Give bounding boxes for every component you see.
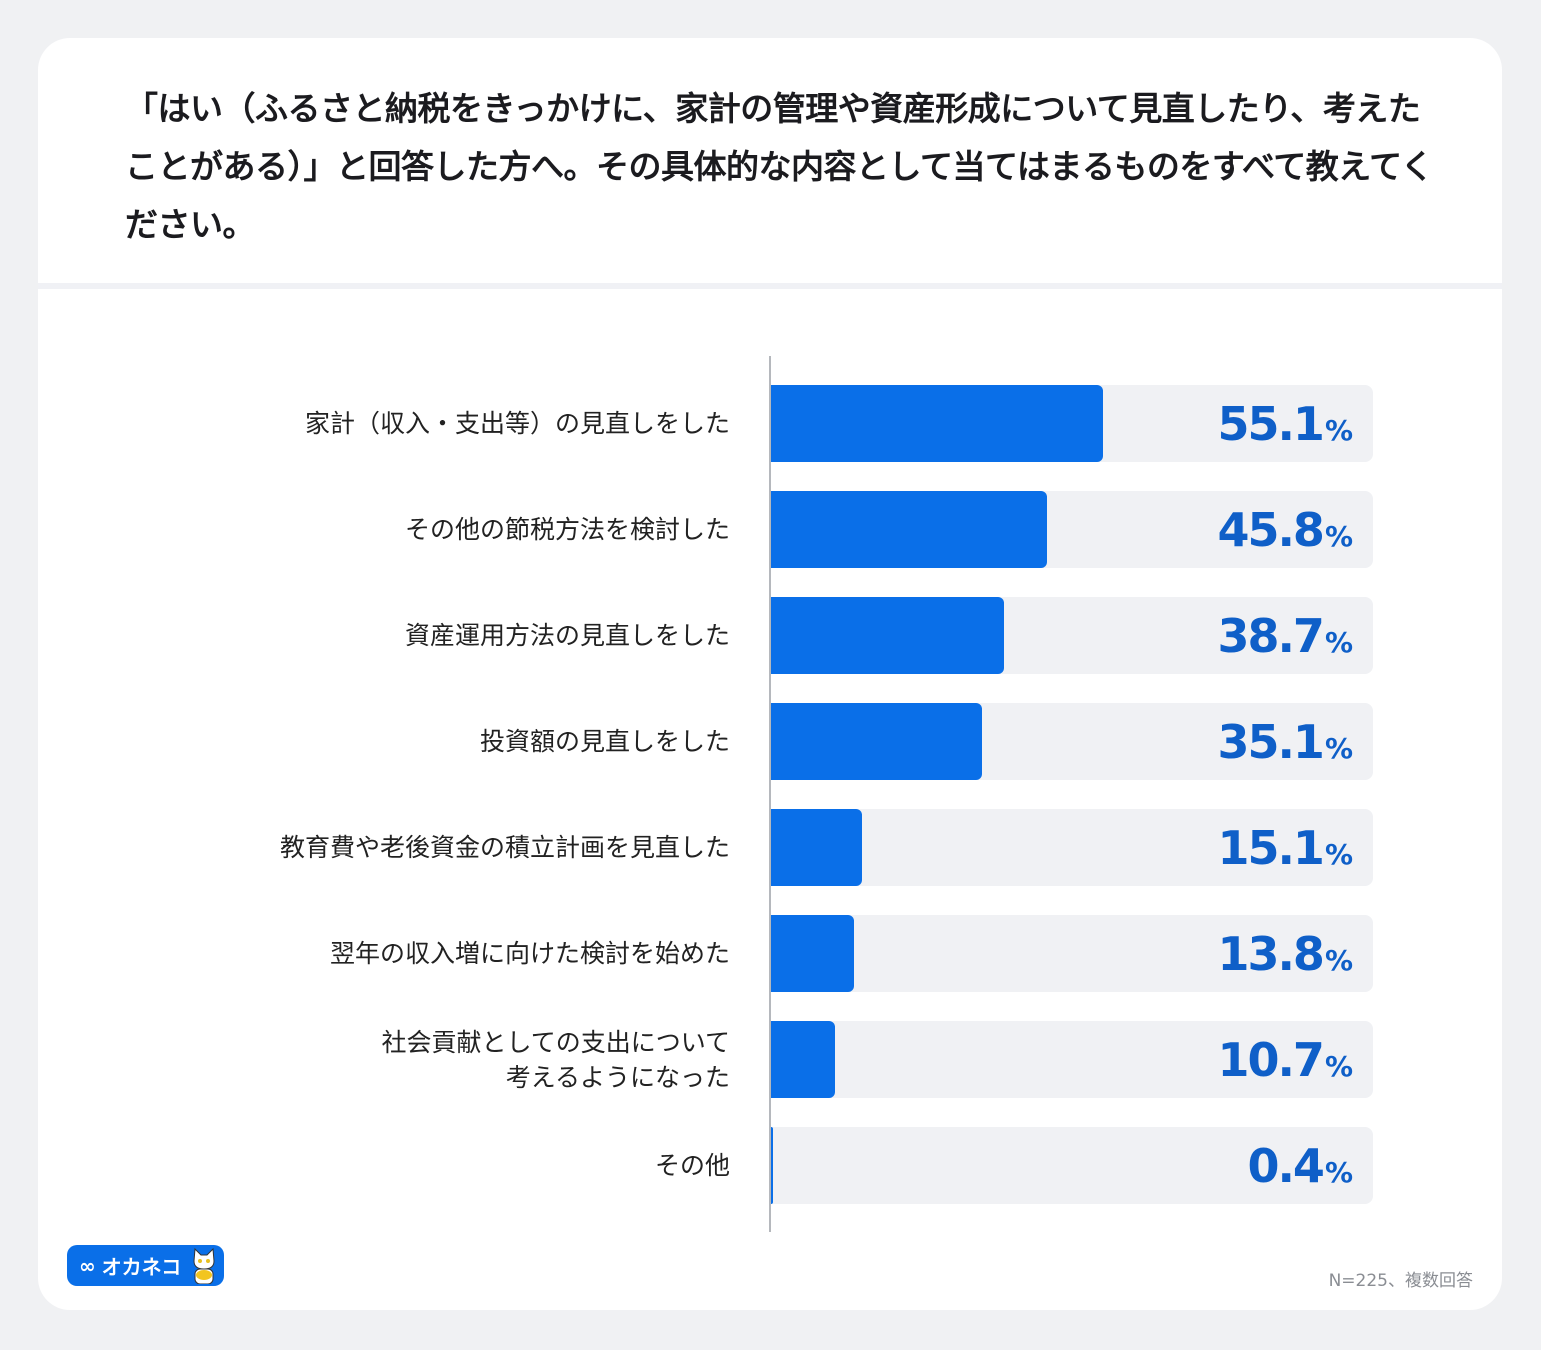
category-label: 教育費や老後資金の積立計画を見直した: [280, 809, 730, 886]
value-label: 55.1%: [1217, 385, 1353, 462]
category-label-line: 家計（収入・支出等）の見直しをした: [304, 409, 730, 438]
bar-track: 55.1%: [771, 385, 1373, 462]
value-label: 10.7%: [1217, 1021, 1353, 1098]
value-number: 38.7: [1217, 608, 1324, 663]
bar: [771, 1021, 836, 1098]
bar-track: 0.4%: [771, 1127, 1373, 1204]
category-label-line: 教育費や老後資金の積立計画を見直した: [279, 833, 730, 862]
category-label: 翌年の収入増に向けた検討を始めた: [330, 915, 730, 992]
bar-row: 翌年の収入増に向けた検討を始めた 13.8%: [38, 915, 1502, 992]
category-label: その他の節税方法を検討した: [405, 491, 730, 568]
category-label-line: 資産運用方法の見直しをした: [404, 621, 730, 650]
logo-text: オカネコ: [101, 1255, 182, 1279]
category-label-line: 翌年の収入増に向けた検討を始めた: [329, 939, 730, 968]
bar-track: 10.7%: [771, 1021, 1373, 1098]
chart-card: 「はい（ふるさと納税をきっかけに、家計の管理や資産形成について見直したり、考えた…: [38, 38, 1502, 1310]
bar: [771, 915, 855, 992]
category-label-line: 社会貢献としての支出について: [381, 1027, 730, 1057]
percent-sign: %: [1324, 732, 1353, 765]
value-label: 35.1%: [1217, 703, 1353, 780]
bar-track: 38.7%: [771, 597, 1373, 674]
percent-sign: %: [1324, 626, 1353, 659]
value-label: 45.8%: [1217, 491, 1353, 568]
divider: [38, 283, 1502, 289]
bar: [771, 491, 1047, 568]
percent-sign: %: [1324, 414, 1353, 447]
value-number: 15.1: [1217, 820, 1324, 875]
bar: [771, 1127, 774, 1204]
sample-note: N=225、複数回答: [1328, 1271, 1473, 1291]
value-number: 35.1: [1217, 714, 1324, 769]
category-label-line: その他: [654, 1151, 730, 1180]
bar-row: その他の節税方法を検討した 45.8%: [38, 491, 1502, 568]
percent-sign: %: [1324, 1050, 1353, 1083]
okaneko-logo: ∞ オカネコ: [67, 1245, 224, 1286]
bar-row: 投資額の見直しをした 35.1%: [38, 703, 1502, 780]
bar-row: 家計（収入・支出等）の見直しをした 55.1%: [38, 385, 1502, 462]
category-label: 投資額の見直しをした: [480, 703, 730, 780]
bar: [771, 385, 1103, 462]
bar: [771, 597, 1004, 674]
bar: [771, 703, 983, 780]
category-label: 資産運用方法の見直しをした: [405, 597, 730, 674]
bar-track: 35.1%: [771, 703, 1373, 780]
value-number: 10.7: [1217, 1032, 1324, 1087]
category-label: 社会貢献としての支出について考えるようになった: [381, 1021, 730, 1098]
bar-track: 13.8%: [771, 915, 1373, 992]
percent-sign: %: [1324, 838, 1353, 871]
bar-track: 15.1%: [771, 809, 1373, 886]
value-label: 15.1%: [1217, 809, 1353, 886]
category-label-line: 考えるようになった: [505, 1062, 730, 1092]
category-label: その他: [655, 1127, 730, 1204]
value-label: 0.4%: [1247, 1127, 1353, 1204]
bar-row: 資産運用方法の見直しをした 38.7%: [38, 597, 1502, 674]
chart-title: 「はい（ふるさと納税をきっかけに、家計の管理や資産形成について見直したり、考えた…: [125, 89, 1434, 244]
y-axis-line: [769, 356, 771, 1232]
category-label: 家計（収入・支出等）の見直しをした: [305, 385, 730, 462]
value-number: 55.1: [1217, 396, 1324, 451]
bar-row: 社会貢献としての支出について考えるようになった 10.7%: [38, 1021, 1502, 1098]
value-number: 45.8: [1217, 502, 1324, 557]
value-label: 38.7%: [1217, 597, 1353, 674]
bar-row: その他 0.4%: [38, 1127, 1502, 1204]
category-label-line: その他の節税方法を検討した: [404, 515, 730, 544]
percent-sign: %: [1324, 944, 1353, 977]
bar-track: 45.8%: [771, 491, 1373, 568]
category-label-line: 投資額の見直しをした: [479, 727, 730, 756]
value-number: 0.4: [1247, 1138, 1324, 1193]
percent-sign: %: [1324, 520, 1353, 553]
percent-sign: %: [1324, 1156, 1353, 1189]
infinity-icon: ∞: [79, 1253, 96, 1278]
value-label: 13.8%: [1217, 915, 1353, 992]
value-number: 13.8: [1217, 926, 1324, 981]
bar-row: 教育費や老後資金の積立計画を見直した 15.1%: [38, 809, 1502, 886]
cat-mascot-icon: [193, 1247, 215, 1284]
bar: [771, 809, 862, 886]
